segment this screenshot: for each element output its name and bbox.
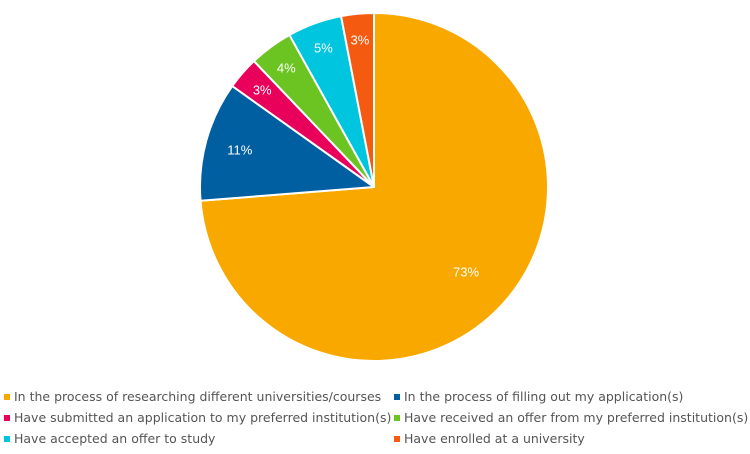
legend-swatch-icon xyxy=(4,435,10,442)
legend-item: Have submitted an application to my pref… xyxy=(4,408,394,427)
legend-label: Have enrolled at a university xyxy=(404,431,585,446)
legend-item: In the process of researching different … xyxy=(4,387,394,406)
slice-value-label: 3% xyxy=(351,32,370,47)
legend-swatch-icon xyxy=(394,414,400,421)
legend-label: Have received an offer from my preferred… xyxy=(404,410,749,425)
slice-value-label: 5% xyxy=(314,41,333,56)
chart-legend: In the process of researching different … xyxy=(4,387,750,448)
legend-swatch-icon xyxy=(4,414,10,421)
legend-swatch-icon xyxy=(394,393,400,400)
legend-item: Have received an offer from my preferred… xyxy=(394,408,750,427)
legend-label: In the process of filling out my applica… xyxy=(404,389,684,404)
slice-value-label: 4% xyxy=(277,60,296,75)
slice-value-label: 3% xyxy=(253,83,272,98)
pie-slices xyxy=(199,12,549,362)
legend-label: In the process of researching different … xyxy=(14,389,382,404)
pie-slice xyxy=(340,12,375,188)
legend-item: In the process of filling out my applica… xyxy=(394,387,750,406)
pie-slice-labels: 73% 11% 3% 4% 5% 3% xyxy=(227,32,479,279)
pie-slice xyxy=(199,85,375,202)
legend-item: Have accepted an offer to study xyxy=(4,429,394,448)
legend-swatch-icon xyxy=(4,393,10,400)
legend-label: Have accepted an offer to study xyxy=(14,431,216,446)
legend-label: Have submitted an application to my pref… xyxy=(14,410,392,425)
legend-swatch-icon xyxy=(394,435,400,442)
slice-value-label: 73% xyxy=(453,265,479,280)
slice-value-label: 11% xyxy=(227,142,252,157)
legend-item: Have enrolled at a university xyxy=(394,429,750,448)
